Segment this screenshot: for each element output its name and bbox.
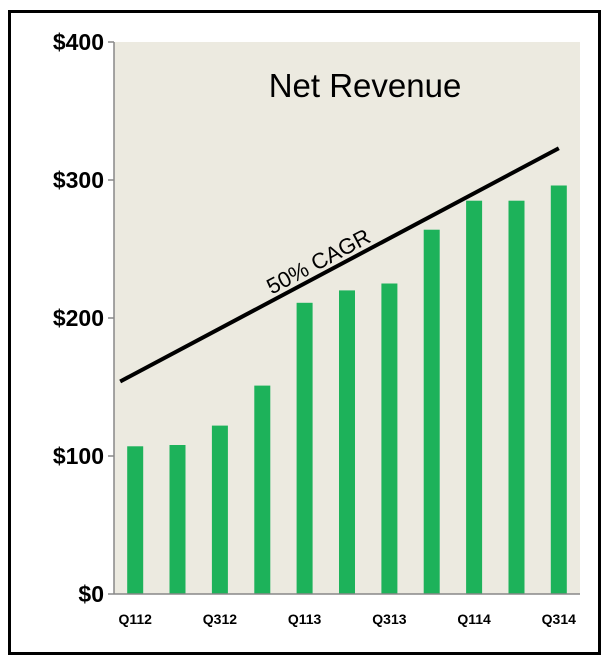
y-tick-label: $100 xyxy=(53,443,104,469)
y-tick-label: $400 xyxy=(53,29,104,55)
x-tick-label: Q112 xyxy=(118,611,152,627)
cagr-trend-line xyxy=(119,146,560,384)
bar-Q114 xyxy=(466,200,483,594)
x-tick-label: Q313 xyxy=(372,611,406,627)
y-tick-label: $0 xyxy=(78,581,104,607)
bar-Q113 xyxy=(296,302,313,594)
bar-Q214 xyxy=(508,200,525,594)
bar-Q313 xyxy=(381,283,398,594)
x-tick-label: Q312 xyxy=(203,611,237,627)
x-tick-label: Q113 xyxy=(288,611,322,627)
x-tick-label: Q114 xyxy=(457,611,491,627)
bars-group xyxy=(127,185,567,594)
bar-Q413 xyxy=(423,229,440,594)
bar-Q314 xyxy=(550,185,567,594)
x-ticks-group: Q112 Q312 Q113 Q313 Q114 Q314 xyxy=(118,611,576,627)
bar-Q212 xyxy=(169,445,186,594)
x-tick-label: Q314 xyxy=(542,611,576,627)
bar-Q412 xyxy=(254,385,271,594)
y-tick-label: $300 xyxy=(53,167,104,193)
y-ticks-group: $0 $100 $200 $300 $400 xyxy=(53,29,114,607)
y-tick-label: $200 xyxy=(53,305,104,331)
chart-title: Net Revenue xyxy=(269,67,462,104)
bar-Q312 xyxy=(211,425,228,594)
bar-Q112 xyxy=(127,446,144,594)
bar-Q213 xyxy=(339,290,355,594)
